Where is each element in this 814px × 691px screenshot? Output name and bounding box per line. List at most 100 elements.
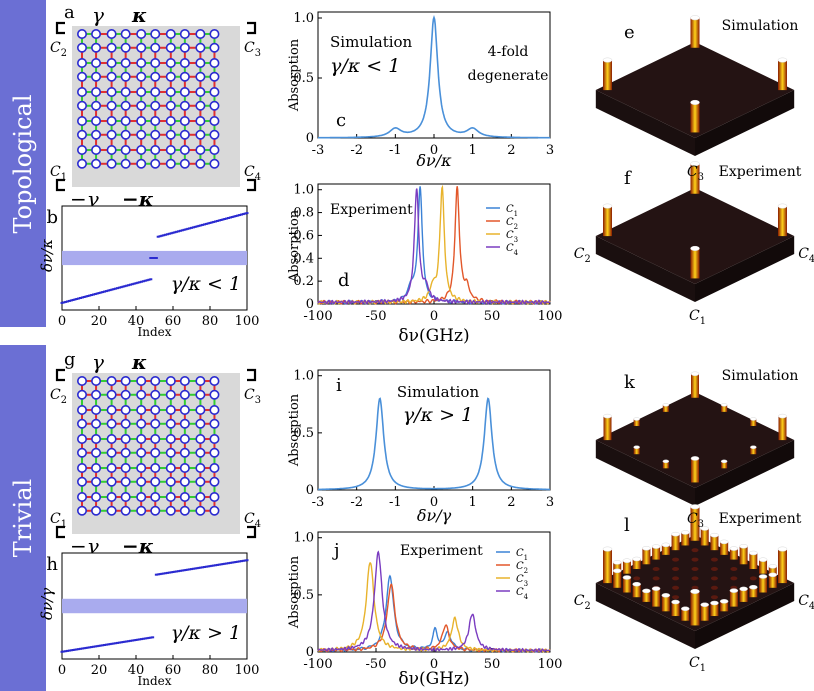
- band-point: [245, 559, 249, 562]
- band-point: [173, 231, 177, 234]
- band-point: [171, 571, 175, 574]
- corner-c4-label: C4: [798, 593, 814, 612]
- band-point: [202, 566, 206, 569]
- bulk-site: [672, 585, 680, 590]
- lattice-site: [136, 476, 147, 487]
- lattice-site: [106, 404, 117, 415]
- band-point: [101, 291, 105, 294]
- band-point: [91, 645, 95, 648]
- lattice-site: [150, 42, 161, 53]
- x-axis-label: Index: [137, 674, 171, 688]
- lattice-site: [165, 87, 176, 98]
- band-point: [199, 566, 203, 569]
- band-point: [186, 227, 190, 230]
- edge-pillar-cap: [719, 599, 729, 604]
- band-point: [86, 295, 90, 298]
- x-tick-label: 40: [128, 314, 145, 329]
- band-point: [210, 221, 214, 224]
- lattice-site: [195, 28, 206, 39]
- y-tick-label: 0.4: [293, 251, 314, 266]
- band-point: [201, 223, 205, 226]
- band-point: [165, 233, 169, 236]
- edge-pillar: [671, 534, 680, 551]
- x-tick-label: 1: [469, 143, 477, 158]
- x-tick-label: 100: [538, 657, 563, 672]
- x-tick-label: 80: [202, 314, 219, 329]
- band-point: [243, 212, 247, 215]
- corner-pillar: [777, 60, 787, 91]
- lattice-site: [195, 87, 206, 98]
- lattice-site: [209, 447, 220, 458]
- edge-pillar: [632, 584, 641, 598]
- x-tick-label: -3: [312, 143, 325, 158]
- band-point: [228, 561, 232, 564]
- y-axis-label: Absorption: [287, 38, 302, 112]
- band-point: [206, 222, 210, 225]
- band-point: [143, 637, 147, 640]
- edge-pillar: [768, 566, 777, 579]
- band-point: [101, 644, 105, 647]
- band-point: [125, 640, 129, 643]
- lattice-site: [120, 57, 131, 68]
- sim-curve-c: [318, 14, 550, 139]
- band-point: [127, 640, 131, 643]
- corner-bracket: [55, 525, 65, 539]
- y-tick-label: 0.8: [293, 206, 314, 221]
- lattice-site: [165, 57, 176, 68]
- lattice-site: [91, 87, 102, 98]
- bulk-site: [730, 566, 738, 571]
- band-point: [212, 564, 216, 567]
- band-point: [66, 649, 70, 652]
- lattice-site: [120, 71, 131, 82]
- lattice-site: [209, 418, 220, 429]
- x-tick-label: -100: [303, 309, 332, 324]
- band-point: [77, 648, 81, 651]
- corner-c3-label: C3: [687, 511, 704, 530]
- lattice-site: [195, 418, 206, 429]
- lattice-site: [165, 476, 176, 487]
- x-tick-label: 2: [507, 143, 515, 158]
- lattice-site: [91, 433, 102, 444]
- edge-pillar-cap: [661, 542, 671, 548]
- x-axis-label: δν/γ: [417, 506, 452, 525]
- lattice-site: [209, 491, 220, 502]
- lattice-site: [120, 418, 131, 429]
- corner-pillar: [777, 549, 787, 584]
- corner-pillar-cap: [690, 161, 700, 167]
- lattice-site: [77, 71, 88, 82]
- edge-pillar: [750, 447, 757, 455]
- band-point: [214, 220, 218, 223]
- panel-label-c: c: [336, 110, 346, 131]
- edge-pillar: [642, 548, 651, 565]
- band-point: [97, 644, 101, 647]
- lattice-site: [150, 375, 161, 386]
- band-point: [88, 294, 92, 297]
- band-point: [243, 559, 247, 562]
- corner-c4-label: C4: [798, 246, 814, 265]
- legend-label-C4: C4: [506, 243, 519, 257]
- edge-pillar-cap: [700, 526, 709, 531]
- band-point: [173, 570, 177, 573]
- edge-pillar-cap: [622, 558, 632, 563]
- lattice-site: [77, 28, 88, 39]
- panel-label-f: f: [624, 168, 632, 189]
- corner-bracket: [247, 525, 257, 539]
- band-point: [147, 636, 151, 639]
- corner-c1-label: C1: [689, 655, 706, 674]
- band-point: [60, 650, 64, 653]
- band-point: [171, 231, 175, 234]
- band-point: [64, 300, 68, 303]
- lattice-site: [179, 447, 190, 458]
- band-point: [80, 296, 84, 299]
- edge-pillar-cap: [729, 546, 739, 551]
- x-axis-label: δν(GHz): [398, 326, 469, 346]
- band-point: [103, 643, 107, 646]
- band-point: [127, 284, 131, 287]
- band-point: [91, 293, 95, 296]
- band-point: [134, 638, 138, 641]
- edge-pillar: [700, 604, 709, 621]
- y-axis-label: δν/γ: [38, 588, 56, 620]
- x-tick-label: 100: [235, 663, 260, 678]
- edge-pillar-cap: [671, 599, 680, 605]
- panel-label-e: e: [624, 22, 635, 43]
